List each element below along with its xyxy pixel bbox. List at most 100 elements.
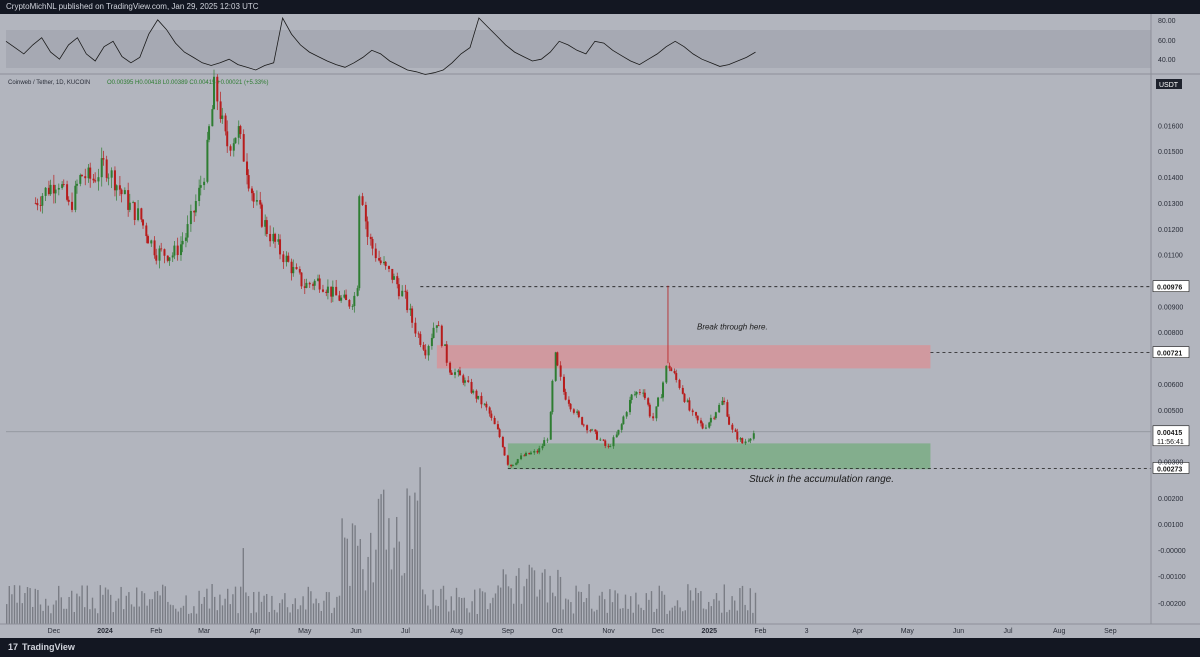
candle-body [57,187,60,190]
volume-bar [507,586,510,624]
volume-bar [107,589,109,624]
volume-bar [502,569,504,624]
volume-bar [656,608,658,624]
volume-bar [190,613,192,624]
candle-body [242,134,245,162]
candle-body [84,176,87,179]
candle-body [269,233,272,242]
volume-bar [167,601,169,624]
candle-body [401,290,404,297]
volume-bar [583,602,585,624]
volume-bar [8,585,10,624]
volume-bar [554,596,556,624]
candle-body [277,239,280,242]
candle-body [184,237,187,241]
volume-bar [619,608,621,624]
level-tag: 0.00415 [1157,430,1182,437]
candle-body [128,202,131,210]
candle-body [326,286,329,293]
volume-bar [531,567,533,624]
annotation-text: Stuck in the accumulation range. [749,474,894,485]
volume-bar [177,611,179,624]
level-tag-box [1152,462,1190,474]
candle-body [199,185,202,188]
candle-body [449,362,452,373]
chart-background [0,14,1200,638]
time-tick-label: May [298,628,312,635]
candle-body [237,126,240,138]
volume-bar [156,590,159,624]
volume-bar [736,610,738,624]
candle-body [589,430,592,432]
volume-bar [458,597,460,624]
volume-bar [676,600,679,624]
candle-body [239,126,242,135]
volume-bar [263,595,265,624]
volume-bar [614,590,616,624]
candle-body [678,379,681,388]
candle-body [179,244,182,256]
candle-body [392,276,395,280]
volume-bar [315,598,317,624]
time-tick-label: 2024 [97,628,113,635]
candle-body [36,203,39,206]
volume-bar [588,584,590,624]
candle-body [506,455,509,465]
candle-body [317,278,319,281]
volume-bar [731,596,733,624]
oscillator-tick-label: 40.00 [1158,57,1176,64]
volume-bar [422,589,424,624]
candle-body [620,424,623,430]
candle-body [721,400,724,405]
candle-body [132,202,135,204]
volume-bar [372,582,374,624]
price-tick-label: 0.00900 [1158,304,1183,311]
volume-bar [65,608,68,624]
candle-body [364,204,367,222]
candle-body [516,459,519,464]
volume-bar [474,589,476,624]
volume-bar [258,591,260,624]
volume-bar [533,570,536,624]
volume-bar [338,595,341,624]
volume-bar [279,603,281,624]
candle-body [635,392,638,395]
zones [436,345,931,470]
volume-bar [42,610,44,624]
volume-bar [375,549,377,624]
candle-body [652,416,655,419]
volume-bar [138,606,140,624]
time-axis[interactable]: Dec 2024 Feb Mar Apr May Jun Jul Aug Sep Oct Nov Dec… [0,623,1200,635]
price-axis[interactable]: 0.01600 0.01500 0.01400 0.01300 0.01200 0.011… [1158,123,1183,466]
volume-bar [643,610,645,624]
volume-bar [71,590,73,624]
candle-body [348,300,351,307]
volume-bar [713,599,715,624]
candle-body [604,440,607,446]
chart[interactable]: 80.00 60.00 40.00 0.00976 0.00721 0.00415 11:… [0,14,1200,638]
volume-bar [117,598,120,624]
volume-bar [55,600,57,624]
volume-bar [351,523,354,624]
volume-bar [726,612,728,624]
volume-bar [146,605,148,624]
volume-bar [749,588,751,624]
candle-body [457,370,460,373]
candle-body [417,333,420,335]
volume-bar [19,585,21,624]
volume-bar [219,594,221,624]
candle-body [638,392,641,393]
candle-body [695,412,698,416]
candle-body [321,289,324,292]
volume-bar [617,593,619,624]
candle-body [153,240,156,256]
volume-bar [429,609,432,624]
candle-body [226,131,229,147]
tradingview-logo[interactable]: 17 TradingView [8,642,75,652]
candle-body [549,412,552,440]
volume-bar [336,596,338,624]
volume-bar [674,605,676,624]
candle-body [67,199,70,202]
candle-body [411,308,414,323]
candle-body [648,404,651,417]
